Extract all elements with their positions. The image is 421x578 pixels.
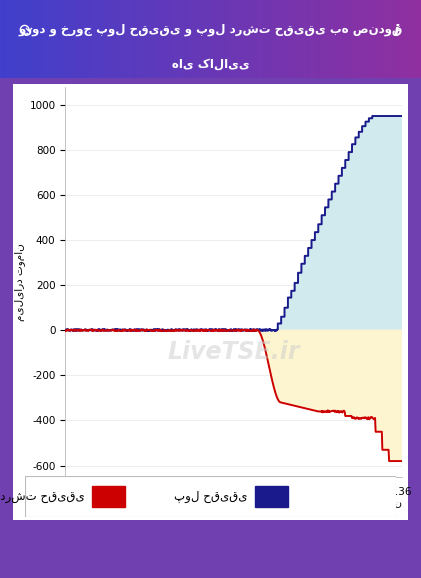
Bar: [92, 486, 125, 507]
Text: LiveTSE.ir: LiveTSE.ir: [168, 340, 300, 364]
Bar: [255, 486, 288, 507]
Text: پول درشت حقیقی: پول درشت حقیقی: [0, 490, 85, 503]
Y-axis label: میلیارد تومان: میلیارد تومان: [14, 243, 25, 321]
FancyBboxPatch shape: [25, 476, 396, 517]
FancyBboxPatch shape: [5, 75, 416, 529]
Text: پول حقیقی: پول حقیقی: [174, 490, 248, 503]
Text: ورود و خروج پول حقیقی و پول درشت حقیقی به صندوق: ورود و خروج پول حقیقی و پول درشت حقیقی ب…: [18, 23, 403, 36]
Text: i: i: [393, 24, 398, 39]
Text: ⟳: ⟳: [19, 22, 32, 40]
Text: های کالایی: های کالایی: [172, 57, 249, 71]
X-axis label: زمان: زمان: [380, 498, 402, 508]
